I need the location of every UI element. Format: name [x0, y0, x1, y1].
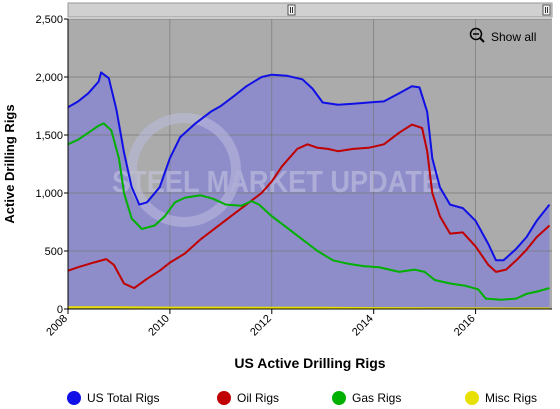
- series-line-us-total-rigs: [67, 71, 551, 262]
- series-line-misc-rigs: [68, 306, 550, 310]
- x-tick-label: 2010: [146, 313, 172, 339]
- y-tick-label: 500: [45, 246, 63, 258]
- legend-item-misc-rigs[interactable]: Misc Rigs: [465, 391, 537, 405]
- range-handle-left[interactable]: [287, 4, 296, 16]
- legend-label: US Total Rigs: [87, 391, 159, 405]
- y-tick-label: 1,500: [35, 130, 63, 142]
- show-all-label[interactable]: Show all: [491, 30, 536, 44]
- range-selector-track[interactable]: [67, 2, 553, 18]
- y-axis-title: Active Drilling Rigs: [2, 104, 17, 223]
- x-axis-ticks: 2008 2010 2012 2014 2016: [44, 309, 478, 339]
- x-axis-title: US Active Drilling Rigs: [234, 355, 385, 371]
- x-tick-label: 2016: [452, 313, 478, 339]
- legend-item-us-total-rigs[interactable]: US Total Rigs: [67, 391, 159, 405]
- series-line-gas-rigs: [67, 122, 550, 301]
- x-tick-label: 2012: [248, 313, 274, 339]
- legend: US Total Rigs Oil Rigs Gas Rigs Misc Rigs: [67, 391, 537, 405]
- zoom-out-icon-handle: [479, 37, 485, 43]
- legend-label: Misc Rigs: [485, 391, 537, 405]
- x-tick-label: 2014: [350, 313, 376, 339]
- legend-swatch: [465, 391, 479, 405]
- y-tick-label: 2,000: [35, 72, 63, 84]
- show-all-button[interactable]: Show all: [469, 27, 537, 45]
- y-tick-label: 0: [57, 304, 63, 316]
- legend-item-gas-rigs[interactable]: Gas Rigs: [332, 391, 401, 405]
- series-line-oil-rigs: [67, 123, 551, 290]
- legend-label: Gas Rigs: [352, 391, 401, 405]
- legend-label: Oil Rigs: [237, 391, 279, 405]
- range-selector[interactable]: [67, 2, 553, 18]
- watermark-ring: [127, 113, 241, 227]
- x-tick-label: 2008: [44, 313, 70, 339]
- y-tick-label: 2,500: [35, 14, 63, 26]
- legend-item-oil-rigs[interactable]: Oil Rigs: [217, 391, 279, 405]
- y-axis-ticks: 0 500 1,000 1,500 2,000 2,500: [35, 14, 68, 316]
- legend-swatch: [217, 391, 231, 405]
- y-tick-label: 1,000: [35, 188, 63, 200]
- range-handle-right[interactable]: [542, 4, 551, 16]
- zoom-out-icon: [469, 27, 483, 41]
- legend-swatch: [332, 391, 346, 405]
- legend-swatch: [67, 391, 81, 405]
- series-lines: [67, 71, 551, 310]
